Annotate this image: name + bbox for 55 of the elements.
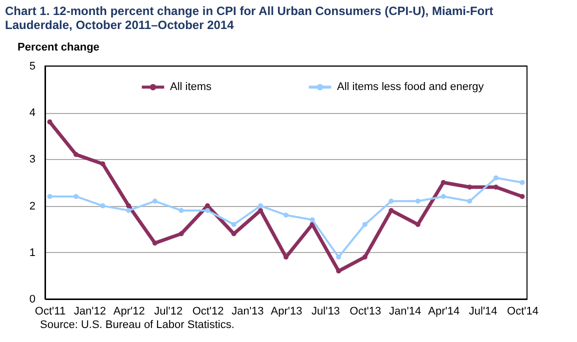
x-tick-label: Jul'12 [154, 306, 183, 318]
chart-title: Chart 1. 12-month percent change in CPI for All Urban Consumers (CPI-U), Miami-Fort Lauderdale, October 2011–October 2014 [5, 4, 494, 32]
point [178, 208, 184, 213]
y-tick-label: 3 [29, 154, 36, 166]
x-tick-label: Oct'11 [34, 306, 66, 318]
legend-label: All items less food and energy [337, 81, 484, 94]
legend-label: All items [170, 81, 212, 94]
point [415, 222, 420, 227]
x-tick-label: Jan'13 [232, 306, 264, 318]
y-tick-label: 1 [29, 246, 36, 259]
point [152, 198, 158, 204]
point [126, 203, 132, 208]
x-tick-label: Jan'12 [74, 306, 106, 318]
source-note: Source: U.S. Bureau of Labor Statistics. [40, 319, 234, 331]
point [440, 180, 446, 185]
x-tick-label: Apr'12 [113, 306, 145, 318]
x-tick-label: Oct'13 [350, 306, 382, 318]
x-tick-label: Jul'14 [468, 306, 498, 318]
x-tick-label: Oct'12 [192, 306, 224, 318]
point [126, 208, 132, 213]
point [493, 175, 498, 180]
point [100, 161, 106, 166]
point [205, 208, 210, 213]
point [310, 217, 315, 222]
point [467, 198, 472, 204]
point [258, 203, 264, 208]
point [231, 231, 236, 236]
point [152, 240, 158, 246]
point [388, 208, 394, 213]
y-tick-label: 4 [29, 107, 36, 120]
point [100, 203, 106, 208]
x-tick-label: Apr'14 [428, 306, 460, 318]
point [388, 198, 394, 204]
point [362, 254, 368, 260]
point [178, 231, 184, 236]
point [47, 194, 52, 199]
point [336, 254, 342, 260]
x-tick-label: Jul'13 [312, 306, 340, 318]
x-tick-label: Jan'14 [389, 306, 422, 318]
point [231, 222, 236, 227]
point [520, 180, 525, 185]
point [47, 119, 52, 124]
point [362, 222, 368, 227]
point [74, 152, 79, 158]
y-tick-label: 5 [29, 60, 36, 72]
point [415, 198, 420, 204]
y-axis-title: Percent change [18, 42, 100, 54]
point [520, 194, 525, 199]
point [74, 194, 79, 199]
y-tick-label: 0 [29, 294, 36, 306]
x-tick-label: Oct'14 [507, 306, 538, 318]
x-tick-label: Apr'13 [270, 306, 302, 318]
point [440, 194, 446, 199]
y-tick-label: 2 [29, 200, 36, 212]
point [284, 212, 288, 218]
